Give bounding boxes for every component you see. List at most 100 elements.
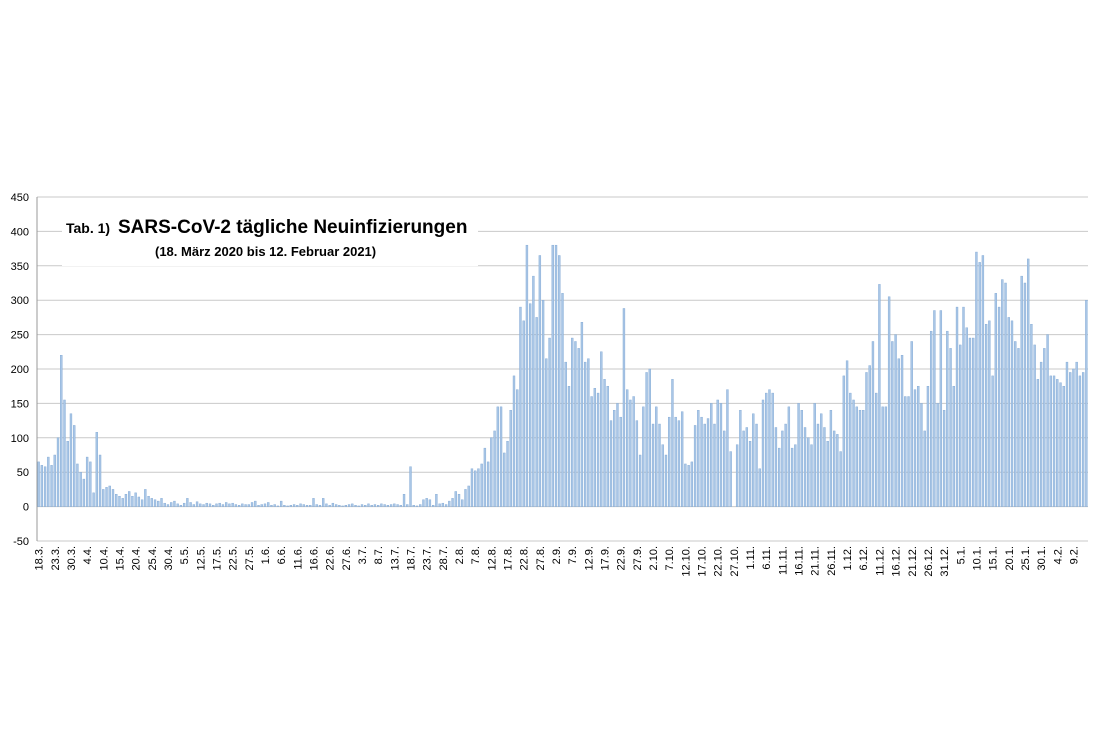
bar xyxy=(60,355,63,507)
bar xyxy=(189,502,192,507)
bar xyxy=(829,410,833,507)
bar xyxy=(50,465,53,507)
y-tick-label: 300 xyxy=(11,295,29,307)
chart-subtitle: (18. März 2020 bis 12. Februar 2021) xyxy=(155,244,376,259)
bar xyxy=(241,503,244,507)
bar xyxy=(144,489,147,507)
x-tick-label: 17.8. xyxy=(503,546,515,570)
bar xyxy=(554,244,558,507)
bar xyxy=(322,498,325,507)
bar xyxy=(503,452,506,507)
x-tick-label: 15.4. xyxy=(114,546,126,570)
bar xyxy=(286,505,289,507)
x-tick-label: 11.6. xyxy=(292,546,304,570)
x-tick-label: 4.4. xyxy=(82,546,94,564)
bar xyxy=(179,505,183,507)
bar xyxy=(803,427,807,507)
bar xyxy=(195,501,199,507)
bar xyxy=(153,499,157,507)
x-tick-label: 27.8. xyxy=(535,546,547,570)
bar xyxy=(480,463,483,507)
bar xyxy=(63,399,66,507)
bar xyxy=(1062,386,1065,507)
bar xyxy=(477,468,480,507)
bar xyxy=(438,503,441,507)
bar xyxy=(842,375,846,507)
bar xyxy=(687,465,690,507)
x-tick-label: 9.2. xyxy=(1068,546,1080,564)
bar xyxy=(528,303,532,507)
bar xyxy=(564,361,567,507)
bar xyxy=(490,437,493,507)
bar xyxy=(923,430,926,507)
bar xyxy=(700,416,703,507)
title-box xyxy=(62,214,478,266)
y-tick-label: 100 xyxy=(11,433,29,445)
x-tick-label: 25.1. xyxy=(1020,546,1032,570)
x-tick-label: 30.1. xyxy=(1036,546,1048,570)
bar xyxy=(794,444,797,507)
bar xyxy=(551,244,554,507)
bar xyxy=(862,410,865,507)
x-tick-label: 11.11. xyxy=(777,546,789,575)
bar xyxy=(745,427,748,507)
x-tick-label: 5.5. xyxy=(179,546,191,564)
bar xyxy=(199,503,202,507)
bar xyxy=(638,454,642,507)
bar xyxy=(373,504,377,507)
bar xyxy=(1081,372,1085,507)
bar xyxy=(360,504,364,507)
x-tick-label: 31.12. xyxy=(939,546,951,577)
bar xyxy=(713,423,716,507)
bar xyxy=(655,406,658,507)
x-tick-label: 7.8. xyxy=(470,546,482,564)
bar xyxy=(305,505,309,507)
y-tick-label: 400 xyxy=(11,226,29,238)
bar xyxy=(124,494,128,507)
bar xyxy=(981,255,985,507)
bar xyxy=(386,505,390,507)
bar xyxy=(590,396,593,507)
bar xyxy=(913,389,917,507)
bar xyxy=(852,399,855,507)
bar xyxy=(1030,324,1033,507)
bar xyxy=(813,403,816,507)
bar xyxy=(1072,368,1075,507)
bar xyxy=(137,496,141,507)
bar xyxy=(257,505,260,507)
bar xyxy=(606,386,609,507)
x-tick-label: 27.5. xyxy=(244,546,256,570)
bar xyxy=(82,478,86,507)
y-tick-label: 450 xyxy=(11,192,29,204)
bar xyxy=(457,494,461,507)
bar xyxy=(965,327,968,507)
x-tick-label: 2.8. xyxy=(454,546,466,564)
bar xyxy=(593,388,597,507)
bar xyxy=(254,500,257,507)
x-tick-label: 1.6. xyxy=(260,546,272,564)
bar xyxy=(790,447,794,507)
bar xyxy=(603,379,606,507)
x-tick-label: 6.12. xyxy=(858,546,870,570)
x-tick-label: 30.4. xyxy=(163,546,175,570)
bar xyxy=(263,503,267,507)
bar xyxy=(182,502,186,507)
x-tick-label: 22.6. xyxy=(325,546,337,570)
bar xyxy=(706,418,710,507)
x-tick-label: 27.6. xyxy=(341,546,353,570)
bar xyxy=(661,444,664,507)
bar xyxy=(108,485,111,507)
bar xyxy=(891,341,894,507)
bar xyxy=(1001,279,1004,507)
bar xyxy=(69,413,73,507)
bar xyxy=(752,413,755,507)
bar xyxy=(1017,348,1020,507)
bar xyxy=(509,410,512,507)
bar xyxy=(616,403,619,507)
bar xyxy=(357,505,360,507)
bar xyxy=(506,441,509,507)
bar xyxy=(991,375,994,507)
bar xyxy=(784,423,787,507)
bar xyxy=(393,503,396,507)
bar xyxy=(849,392,852,507)
